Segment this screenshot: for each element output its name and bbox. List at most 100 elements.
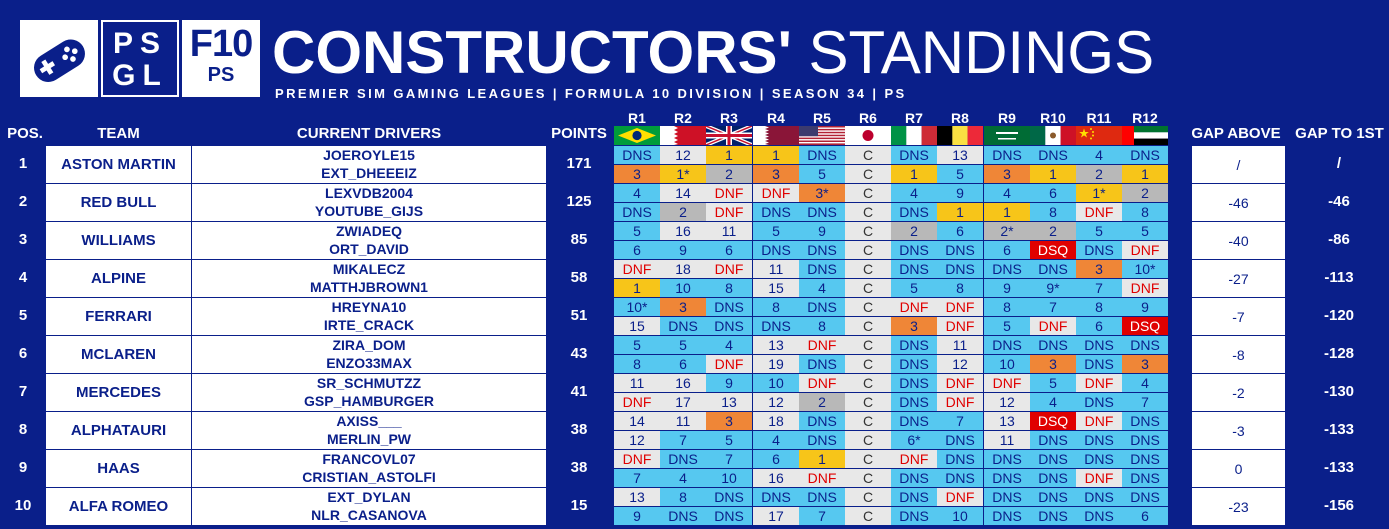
round-label: R8 xyxy=(951,110,969,126)
race-result: 14 xyxy=(660,184,706,202)
bahrain-flag-icon xyxy=(660,126,706,145)
race-result: 14 xyxy=(614,412,660,430)
race-result: 10 xyxy=(660,279,706,297)
gap-to-first: -156 xyxy=(1323,497,1355,514)
round-label: R5 xyxy=(813,110,831,126)
team-name: MERCEDES xyxy=(46,374,191,411)
china-flag-icon xyxy=(1076,126,1122,145)
race-result: 8 xyxy=(753,298,799,316)
race-result: 5 xyxy=(891,279,937,297)
mexico-flag-icon xyxy=(1030,126,1076,145)
position-number: 10 xyxy=(14,497,32,514)
gap-above: -2 xyxy=(1192,374,1285,411)
race-result: 11 xyxy=(614,374,660,392)
driver-name: MIKALECZ xyxy=(332,261,406,277)
gap-above: -3 xyxy=(1192,412,1285,449)
race-result: DNS xyxy=(799,355,845,373)
gap-to-first: -133 xyxy=(1323,421,1355,438)
driver-name: GSP_HAMBURGER xyxy=(304,393,434,409)
race-result: 8 xyxy=(1122,203,1168,221)
race-result: 3 xyxy=(1122,355,1168,373)
race-result: 4 xyxy=(1122,374,1168,392)
race-result: DNS xyxy=(753,203,799,221)
gap-above: -7 xyxy=(1192,298,1285,335)
race-result: 2 xyxy=(799,393,845,411)
race-result: DNS xyxy=(1076,336,1122,354)
race-result: DNS xyxy=(1122,146,1168,164)
race-result: 7 xyxy=(937,412,983,430)
race-result: 13 xyxy=(984,412,1030,430)
race-result: 3 xyxy=(706,412,752,430)
race-result: DNS xyxy=(799,412,845,430)
race-result: 6* xyxy=(891,431,937,449)
race-result: 10 xyxy=(753,374,799,392)
race-result: DNS xyxy=(660,317,706,335)
race-result: 16 xyxy=(660,374,706,392)
race-result: DNS xyxy=(1030,260,1076,278)
driver-name: SR_SCHMUTZZ xyxy=(316,375,422,391)
race-result: DNS xyxy=(706,298,752,316)
belgium-flag-icon xyxy=(937,126,983,145)
race-result: 5 xyxy=(1122,222,1168,240)
race-result: 8 xyxy=(937,279,983,297)
race-result: DNS xyxy=(891,374,937,392)
race-result: DNS xyxy=(706,488,752,506)
race-result: DNF xyxy=(1076,412,1122,430)
team-name: MCLAREN xyxy=(46,336,191,373)
race-result: 4 xyxy=(614,184,660,202)
race-result: 6 xyxy=(984,241,1030,259)
race-result: DNS xyxy=(1030,431,1076,449)
saudi-flag-icon xyxy=(984,126,1030,145)
race-result: 12 xyxy=(660,146,706,164)
race-result: 7 xyxy=(706,450,752,468)
race-result: 7 xyxy=(660,431,706,449)
uk-flag-icon xyxy=(706,126,752,145)
gap-to-first: -86 xyxy=(1328,231,1350,248)
driver-name: EXT_DYLAN xyxy=(327,489,411,505)
race-result: C xyxy=(845,260,891,278)
header-drivers: CURRENT DRIVERS xyxy=(296,125,442,142)
race-result: 3 xyxy=(891,317,937,335)
race-result: DNS xyxy=(1030,146,1076,164)
race-result: 10* xyxy=(1122,260,1168,278)
driver-name: ZWIADEQ xyxy=(335,223,403,239)
driver-name: JOEROYLE15 xyxy=(323,147,415,163)
race-result: DNS xyxy=(1122,412,1168,430)
round-label: R2 xyxy=(674,110,692,126)
race-result: DNS xyxy=(706,317,752,335)
brazil-flag-icon xyxy=(614,126,660,145)
race-result: 4 xyxy=(891,184,937,202)
race-result: DNS xyxy=(1076,355,1122,373)
race-result: DNF xyxy=(937,488,983,506)
race-result: 4 xyxy=(1076,146,1122,164)
race-result: DNF xyxy=(1122,241,1168,259)
psgl-logo-bottom: GL xyxy=(112,59,168,92)
race-result: 8 xyxy=(706,279,752,297)
team-name: ALPHATAURI xyxy=(46,412,191,449)
driver-name: MATTHJBROWN1 xyxy=(310,279,428,295)
race-result: 4 xyxy=(753,431,799,449)
race-result: 6 xyxy=(937,222,983,240)
drivers-cell: ZIRA_DOM ENZO33MAX xyxy=(192,336,546,373)
race-result: 16 xyxy=(660,222,706,240)
team-points: 38 xyxy=(570,421,588,438)
race-result: 1 xyxy=(706,146,752,164)
race-result: DNF xyxy=(706,355,752,373)
race-result: C xyxy=(845,374,891,392)
driver-name: ZIRA_DOM xyxy=(332,337,406,353)
race-result: DNS xyxy=(799,298,845,316)
race-result: DNS xyxy=(891,146,937,164)
race-result: 6 xyxy=(1076,317,1122,335)
race-result: 11 xyxy=(660,412,706,430)
race-result: 8 xyxy=(799,317,845,335)
driver-name: HREYNA10 xyxy=(331,299,407,315)
race-result: DNS xyxy=(1076,488,1122,506)
gamepad-icon xyxy=(20,20,98,97)
race-result: 10* xyxy=(614,298,660,316)
race-result: 1 xyxy=(891,165,937,183)
race-result: C xyxy=(845,184,891,202)
race-result: DSQ xyxy=(1030,412,1076,430)
race-result: DNF xyxy=(1030,317,1076,335)
title-light: STANDINGS xyxy=(808,19,1155,86)
race-result: DNF xyxy=(937,298,983,316)
